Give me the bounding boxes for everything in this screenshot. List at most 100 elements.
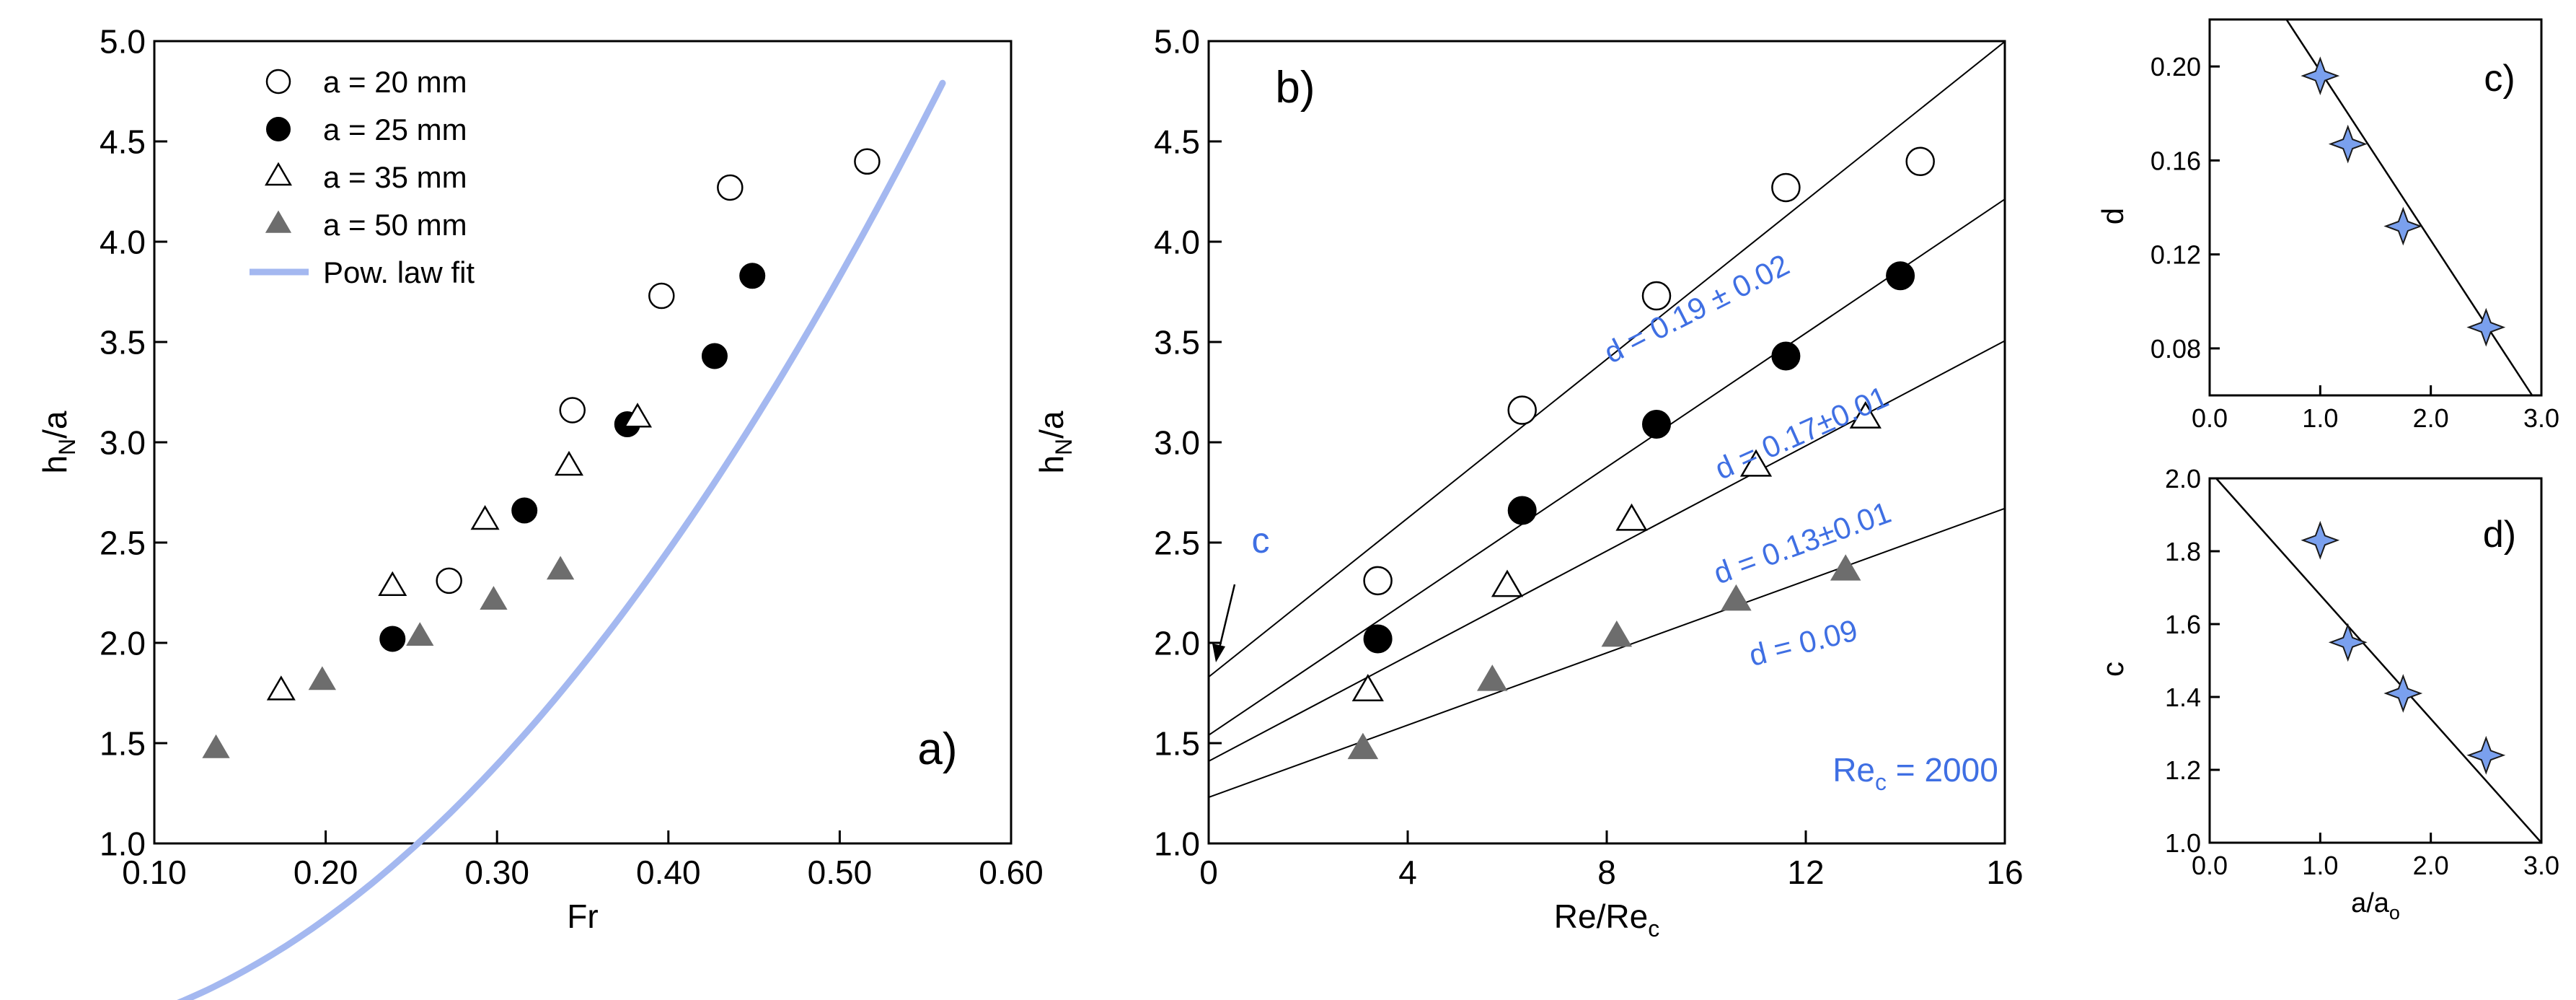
y-label-tail: /a [36, 411, 74, 439]
fit-line [1208, 198, 2006, 736]
legend-marker [265, 69, 291, 95]
y-tick-label: 1.4 [2165, 683, 2201, 712]
data-point [266, 675, 296, 701]
y-tick-label: 2.0 [100, 625, 146, 662]
data-point [2328, 623, 2368, 662]
data-point [623, 403, 653, 428]
panel-c-frame [2208, 18, 2543, 397]
y-axis-label: hN/a [1033, 411, 1077, 473]
y-tick-label: 2.0 [2165, 464, 2201, 494]
data-point [470, 504, 500, 530]
x-label-main: Re/Re [1554, 898, 1648, 935]
y-tick-label: 1.5 [1154, 725, 1200, 763]
data-point [1477, 665, 1508, 691]
data-point [1615, 503, 1648, 531]
x-tick-label: 0.60 [979, 854, 1044, 891]
y-tick-label: 0.20 [2151, 52, 2201, 82]
x-tick-label: 0 [1199, 854, 1218, 891]
x-tick-label: 4 [1398, 854, 1417, 891]
x-tick-label: 1.0 [2302, 851, 2338, 880]
y-tick-label: 1.0 [2165, 828, 2201, 858]
y-tick-label: 1.5 [100, 725, 146, 763]
panel-b-frame [1207, 40, 2006, 845]
y-tick-label: 1.8 [2165, 537, 2201, 566]
intercept-arrow-head [1212, 644, 1225, 662]
y-tick-label: 0.08 [2151, 334, 2201, 364]
re-label-sub: c [1875, 769, 1887, 795]
y-tick-label: 4.0 [100, 224, 146, 261]
y-tick-label: 3.0 [100, 424, 146, 462]
data-point [308, 666, 337, 690]
data-point [1886, 261, 1915, 291]
intercept-c-label: c [1252, 520, 1270, 561]
data-point [1771, 172, 1801, 203]
data-point [1905, 146, 1935, 177]
data-point [1351, 674, 1384, 701]
legend-label: Pow. law fit [323, 255, 475, 289]
data-point [1849, 400, 1882, 429]
data-point [480, 586, 508, 610]
data-point [1363, 624, 1393, 654]
y-label-main: h [36, 455, 74, 474]
data-point [2383, 674, 2423, 713]
x-tick-label: 0.0 [2192, 403, 2228, 433]
data-point [559, 397, 586, 424]
fit-line [1208, 340, 2006, 762]
y-axis-label: c [2096, 662, 2130, 677]
data-point [1601, 620, 1633, 647]
data-point [1491, 569, 1524, 597]
data-point [511, 497, 538, 524]
legend-marker [265, 210, 292, 233]
data-point [554, 450, 584, 476]
data-point [701, 343, 728, 369]
x-tick-label: 12 [1787, 854, 1824, 891]
x-label-main: a/a [2351, 888, 2390, 918]
y-tick-label: 5.0 [1154, 23, 1200, 61]
data-point [1347, 732, 1379, 760]
data-point [1721, 584, 1752, 611]
x-tick-label: 0.50 [808, 854, 873, 891]
data-point [1739, 449, 1773, 477]
x-axis-label: a/ao [2351, 888, 2400, 924]
y-tick-label: 3.0 [1154, 424, 1200, 462]
data-point [1507, 395, 1537, 425]
slope-annotation: d = 0.19 ± 0.02 [1599, 247, 1795, 369]
y-tick-label: 4.5 [1154, 123, 1200, 161]
data-point [436, 567, 462, 595]
data-point [1363, 566, 1393, 596]
y-label-main: h [1033, 455, 1070, 474]
data-point [2466, 735, 2506, 775]
data-point [2301, 520, 2340, 560]
x-tick-label: 0.40 [636, 854, 701, 891]
y-tick-label: 1.0 [1154, 825, 1200, 863]
x-tick-label: 2.0 [2413, 403, 2449, 433]
panel-label-c: c) [2484, 58, 2515, 100]
data-point [2466, 307, 2506, 347]
y-tick-label: 0.12 [2151, 240, 2201, 270]
y-label-tail: /a [1033, 411, 1070, 439]
x-label-sub: c [1648, 916, 1659, 942]
data-point [1641, 281, 1672, 311]
fit-line [2215, 478, 2542, 843]
y-tick-label: 1.2 [2165, 755, 2201, 785]
slope-annotation: d = 0.17±0.01 [1710, 380, 1894, 486]
legend-marker [266, 117, 291, 141]
x-axis-label: Re/Rec [1554, 898, 1659, 942]
y-tick-label: 0.16 [2151, 146, 2201, 175]
reynolds-critical-label: Rec = 2000 [1832, 751, 1998, 795]
y-label-sub: N [1051, 439, 1077, 455]
slope-annotation: d = 0.09 [1746, 613, 1861, 673]
legend-marker [265, 162, 292, 186]
data-point [1830, 554, 1861, 581]
y-tick-label: 3.5 [1154, 324, 1200, 361]
x-tick-label: 3.0 [2523, 403, 2559, 433]
data-point [406, 622, 434, 646]
y-tick-label: 3.5 [100, 324, 146, 361]
data-point [379, 626, 406, 652]
x-tick-label: 2.0 [2413, 851, 2449, 880]
data-point [854, 148, 881, 175]
panel-a-frame [153, 40, 1013, 845]
y-tick-label: 2.5 [1154, 525, 1200, 562]
legend-label: a = 50 mm [323, 208, 467, 242]
data-point [717, 174, 744, 201]
